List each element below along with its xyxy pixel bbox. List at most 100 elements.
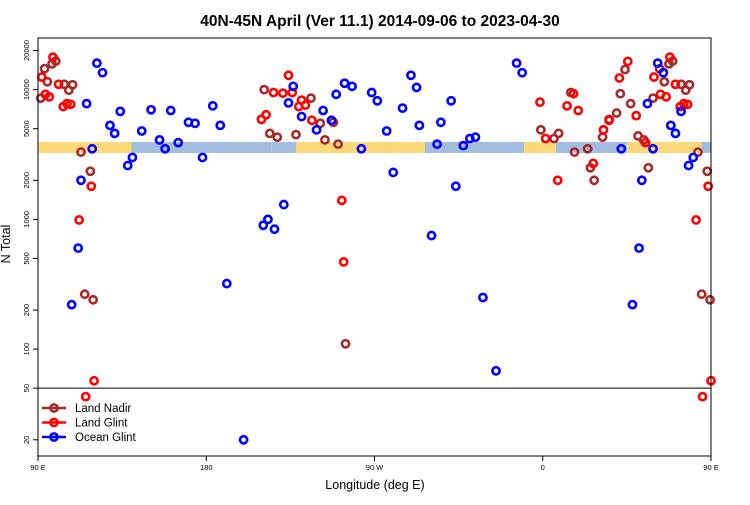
point-land-glint — [661, 91, 672, 102]
point-land-glint — [53, 79, 64, 90]
point-land-nadir — [693, 147, 703, 157]
point-ocean-glint — [278, 199, 289, 210]
point-land-nadir — [264, 128, 275, 139]
point-land-nadir — [582, 143, 593, 154]
point-ocean-glint — [347, 81, 357, 92]
point-ocean-glint — [688, 152, 699, 163]
y-tick-label: 2000 — [22, 172, 31, 189]
point-land-glint — [338, 257, 349, 267]
y-axis-label: N Total — [0, 225, 13, 264]
surface-segment-land — [524, 142, 556, 153]
point-land-nadir — [88, 294, 99, 305]
point-ocean-glint — [238, 434, 249, 445]
point-ocean-glint — [676, 106, 686, 117]
legend-marker — [49, 403, 59, 413]
point-ocean-glint — [288, 81, 299, 92]
point-land-glint — [573, 105, 584, 116]
point-land-glint — [703, 181, 714, 192]
point-land-glint — [562, 100, 572, 111]
point-ocean-glint — [91, 58, 102, 69]
point-ocean-glint — [263, 214, 273, 225]
point-ocean-glint — [366, 87, 377, 98]
surface-type-bar — [38, 142, 711, 153]
point-land-nadir — [659, 76, 670, 87]
point-land-glint — [697, 391, 708, 402]
point-land-nadir — [620, 64, 630, 75]
point-land-nadir — [643, 162, 654, 173]
point-ocean-glint — [388, 167, 399, 178]
point-land-nadir — [625, 98, 636, 109]
point-ocean-glint — [670, 128, 681, 139]
point-land-glint — [614, 73, 625, 83]
point-land-glint — [682, 99, 693, 110]
point-land-nadir — [696, 289, 707, 300]
surface-segment-ocean — [131, 142, 272, 153]
point-ocean-glint — [511, 58, 522, 69]
point-land-glint — [588, 158, 599, 169]
point-land-nadir — [535, 124, 546, 135]
y-tick-label: 5000 — [22, 120, 31, 137]
point-ocean-glint — [109, 128, 120, 139]
point-land-glint — [691, 215, 701, 225]
point-ocean-glint — [73, 243, 84, 254]
y-tick-label: 100 — [22, 343, 31, 356]
point-ocean-glint — [683, 160, 694, 171]
point-ocean-glint — [397, 103, 408, 114]
surface-segment-land — [626, 142, 702, 153]
point-land-glint — [540, 133, 551, 144]
point-ocean-glint — [190, 118, 200, 129]
point-ocean-glint — [432, 139, 443, 150]
point-ocean-glint — [652, 58, 663, 69]
legend-label: Land Glint — [75, 418, 128, 430]
surface-segment-land — [398, 142, 425, 153]
point-land-glint — [604, 115, 615, 126]
point-ocean-glint — [446, 95, 457, 106]
y-tick-label: 500 — [22, 252, 31, 265]
point-ocean-glint — [450, 181, 461, 192]
point-ocean-glint — [636, 175, 647, 186]
point-ocean-glint — [372, 95, 383, 106]
point-ocean-glint — [197, 152, 208, 163]
point-land-nadir — [79, 289, 90, 300]
point-land-nadir — [67, 79, 78, 90]
legend-label: Land Nadir — [75, 403, 131, 415]
point-land-nadir — [684, 79, 695, 90]
point-ocean-glint — [221, 278, 232, 289]
point-ocean-glint — [122, 160, 133, 171]
point-land-nadir — [259, 84, 270, 95]
point-ocean-glint — [127, 152, 138, 163]
point-land-nadir — [333, 139, 343, 150]
point-ocean-glint — [258, 220, 269, 231]
point-ocean-glint — [311, 124, 322, 135]
point-ocean-glint — [207, 100, 218, 111]
point-ocean-glint — [435, 117, 446, 128]
point-land-nadir — [702, 166, 713, 177]
point-land-glint — [568, 88, 579, 99]
point-land-glint — [306, 115, 317, 126]
surface-segment-land — [295, 142, 399, 153]
point-ocean-glint — [97, 67, 108, 78]
point-land-nadir — [306, 93, 316, 104]
point-ocean-glint — [165, 105, 176, 116]
point-ocean-glint — [414, 120, 425, 131]
point-land-glint — [552, 175, 563, 186]
point-land-glint — [80, 391, 91, 402]
point-ocean-glint — [160, 143, 171, 154]
point-ocean-glint — [406, 70, 416, 81]
point-land-glint — [300, 100, 311, 110]
y-tick-label: 200 — [22, 304, 31, 317]
point-land-nadir — [42, 76, 53, 87]
point-ocean-glint — [215, 120, 226, 131]
chart-title: 40N-45N April (Ver 11.1) 2014-09-06 to 2… — [200, 13, 560, 30]
point-land-glint — [44, 91, 55, 102]
point-ocean-glint — [478, 292, 488, 303]
point-land-glint — [631, 110, 642, 121]
point-ocean-glint — [665, 120, 676, 131]
legend-marker — [49, 417, 59, 428]
point-ocean-glint — [339, 78, 350, 89]
x-tick-label: 90 W — [366, 463, 384, 472]
point-land-glint — [36, 72, 47, 82]
x-axis: 90 E 180 90 W 0 90 E — [30, 456, 719, 472]
point-land-glint — [649, 72, 659, 82]
point-land-nadir — [611, 108, 622, 118]
